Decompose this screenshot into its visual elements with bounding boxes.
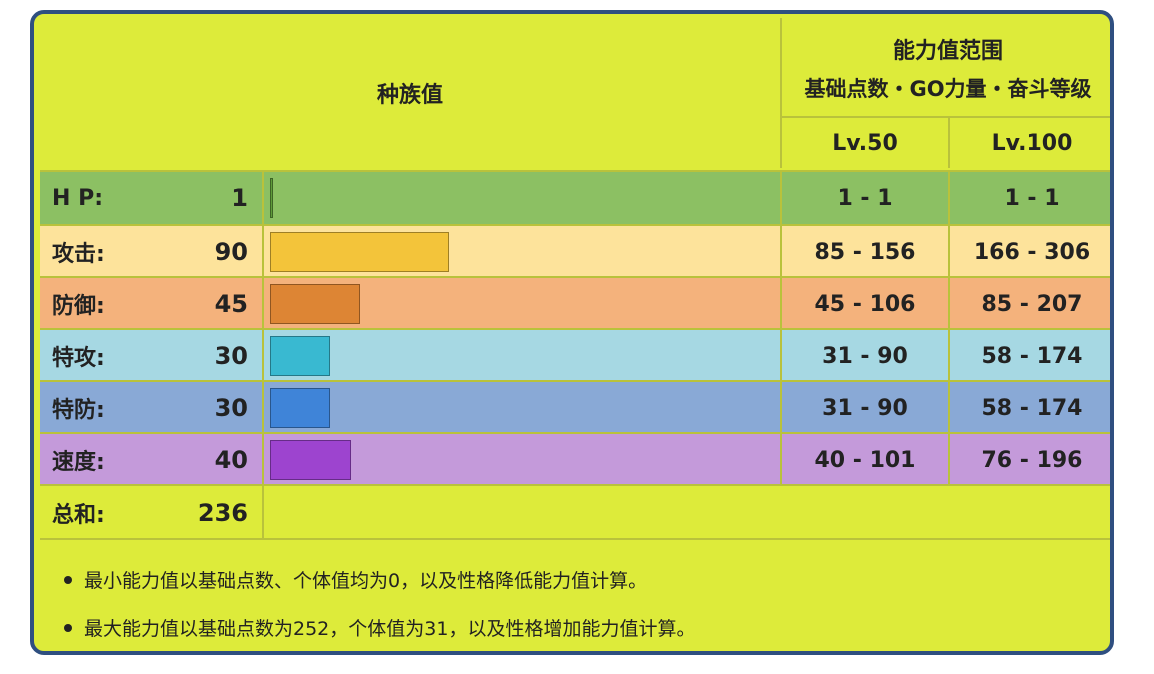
lv50-range-cell: 85 - 156 [780, 226, 948, 278]
lv100-range-cell: 58 - 174 [948, 382, 1110, 434]
base-stats-header: 种族值 [40, 18, 780, 168]
stat-label-cell: 特攻: 30 [40, 330, 262, 382]
stat-bar-cell [262, 382, 780, 434]
lv50-header: Lv.50 [780, 116, 948, 168]
stat-bar-cell [262, 330, 780, 382]
lv100-range: 58 - 174 [981, 343, 1083, 369]
lv50-range: 45 - 106 [814, 291, 916, 317]
lv50-label: Lv.50 [832, 130, 898, 156]
stat-name: 特防: [52, 398, 105, 423]
lv50-range: 31 - 90 [822, 343, 908, 369]
range-header: 能力值范围 基础点数・GO力量・奋斗等级 [780, 18, 1110, 118]
stat-row: 特攻: 30 31 - 90 58 - 174 [40, 328, 1110, 382]
stat-label-cell: 速度: 40 [40, 434, 262, 486]
stat-name: 特攻: [52, 346, 105, 371]
lv100-range-cell: 1 - 1 [948, 172, 1110, 224]
range-title: 能力值范围 [892, 39, 1003, 64]
stat-bar-cell [262, 172, 780, 224]
stat-bar-cell [262, 434, 780, 486]
bullet-icon [64, 575, 72, 584]
stat-bar [270, 336, 330, 376]
stat-value: 45 [214, 290, 248, 318]
lv50-range: 85 - 156 [814, 239, 916, 265]
stat-bar [270, 284, 360, 324]
stat-label-cell: 攻击: 90 [40, 226, 262, 278]
lv100-range-cell: 58 - 174 [948, 330, 1110, 382]
table-header: 种族值 能力值范围 基础点数・GO力量・奋斗等级 Lv.50 Lv.100 [40, 18, 1110, 168]
notes-list: 最小能力值以基础点数、个体值均为0，以及性格降低能力值计算。 最大能力值以基础点… [64, 540, 1104, 650]
stat-name: 攻击: [52, 242, 105, 267]
lv50-range-cell: 31 - 90 [780, 330, 948, 382]
stat-bar-cell [262, 278, 780, 330]
total-label: 总和: [52, 503, 105, 528]
base-stats-label: 种族值 [376, 83, 443, 108]
lv100-range-cell: 85 - 207 [948, 278, 1110, 330]
stat-bar [270, 440, 351, 480]
lv100-range-cell: 166 - 306 [948, 226, 1110, 278]
lv50-range: 1 - 1 [837, 185, 893, 211]
stat-bar-cell [262, 226, 780, 278]
lv50-range: 31 - 90 [822, 395, 908, 421]
stat-value: 1 [231, 184, 248, 212]
lv100-range: 166 - 306 [973, 239, 1091, 265]
stat-bar [270, 388, 330, 428]
note-text-max: 最大能力值以基础点数为252，个体值为31，以及性格增加能力值计算。 [84, 618, 696, 640]
note-text-min: 最小能力值以基础点数、个体值均为0，以及性格降低能力值计算。 [84, 570, 648, 592]
stat-row: 特防: 30 31 - 90 58 - 174 [40, 380, 1110, 434]
note-item-max: 最大能力值以基础点数为252，个体值为31，以及性格增加能力值计算。 [64, 614, 695, 641]
stat-name: 防御: [52, 294, 105, 319]
stat-row: 攻击: 90 85 - 156 166 - 306 [40, 224, 1110, 278]
lv100-header: Lv.100 [948, 116, 1110, 168]
bullet-icon [64, 623, 72, 632]
total-label-cell: 总和: 236 [40, 486, 262, 540]
total-empty-cell [262, 486, 1110, 540]
stat-row: 防御: 45 45 - 106 85 - 207 [40, 276, 1110, 330]
stat-value: 40 [214, 446, 248, 474]
lv50-range: 40 - 101 [814, 447, 916, 473]
lv100-range: 76 - 196 [981, 447, 1083, 473]
range-subtitle: 基础点数・GO力量・奋斗等级 [804, 77, 1092, 101]
total-row: 总和: 236 [40, 484, 1110, 540]
lv50-range-cell: 31 - 90 [780, 382, 948, 434]
note-item-min: 最小能力值以基础点数、个体值均为0，以及性格降低能力值计算。 [64, 566, 647, 593]
lv50-range-cell: 1 - 1 [780, 172, 948, 224]
stat-name: H P: [52, 185, 103, 211]
lv50-range-cell: 45 - 106 [780, 278, 948, 330]
stat-value: 30 [214, 342, 248, 370]
lv100-range-cell: 76 - 196 [948, 434, 1110, 486]
lv50-range-cell: 40 - 101 [780, 434, 948, 486]
stat-bar [270, 178, 273, 218]
stat-label-cell: H P: 1 [40, 172, 262, 224]
stat-value: 30 [214, 394, 248, 422]
lv100-range: 58 - 174 [981, 395, 1083, 421]
lv100-range: 1 - 1 [1004, 185, 1060, 211]
stat-name: 速度: [52, 450, 105, 475]
stat-bar [270, 232, 449, 272]
stat-row: 速度: 40 40 - 101 76 - 196 [40, 432, 1110, 486]
stat-label-cell: 防御: 45 [40, 278, 262, 330]
total-value: 236 [197, 499, 248, 527]
stat-label-cell: 特防: 30 [40, 382, 262, 434]
lv100-range: 85 - 207 [981, 291, 1083, 317]
lv100-label: Lv.100 [991, 130, 1073, 156]
stat-value: 90 [214, 238, 248, 266]
stats-panel: 种族值 能力值范围 基础点数・GO力量・奋斗等级 Lv.50 Lv.100 H … [30, 10, 1114, 655]
notes-section: 最小能力值以基础点数、个体值均为0，以及性格降低能力值计算。 最大能力值以基础点… [40, 538, 1110, 650]
stat-row: H P: 1 1 - 1 1 - 1 [40, 170, 1110, 224]
